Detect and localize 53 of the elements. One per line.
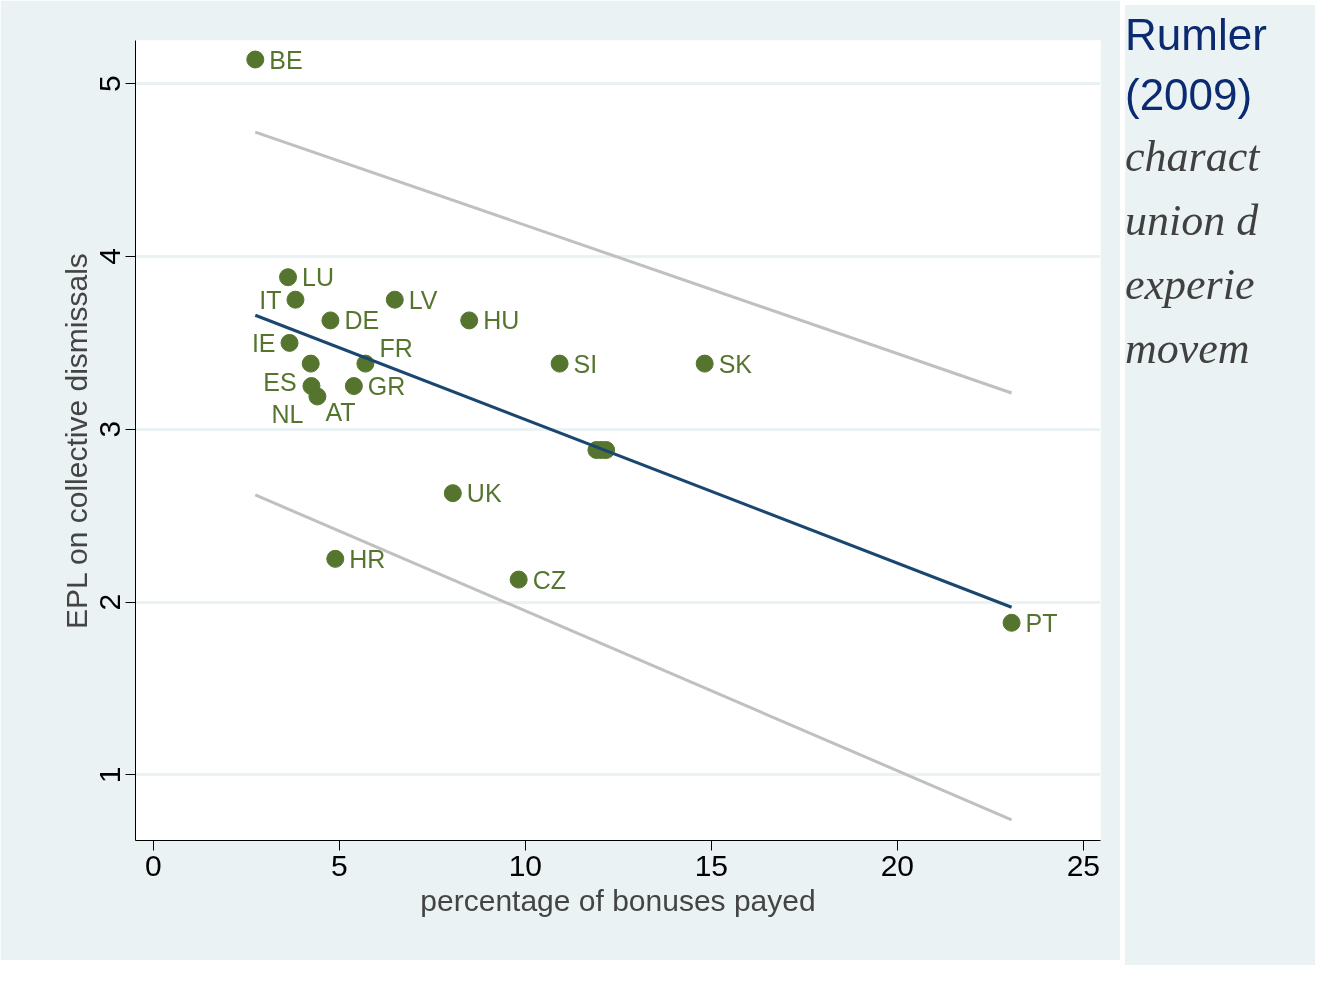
- data-label: LU: [302, 263, 334, 292]
- x-tick-label: 5: [331, 848, 348, 882]
- point: [1002, 613, 1021, 632]
- x-tick-label: 25: [1066, 848, 1101, 882]
- point: [286, 290, 305, 309]
- y-axis-title: EPL on collective dismissals: [59, 253, 93, 629]
- x-axis-title: percentage of bonuses payed: [420, 883, 816, 917]
- text: experie: [1125, 259, 1256, 311]
- text: Rumler: [1125, 9, 1267, 61]
- point: [695, 354, 714, 373]
- data-label: GR: [367, 372, 406, 401]
- x-tick-label: 0: [145, 848, 162, 882]
- data-label: UK: [466, 479, 502, 508]
- text: charact: [1125, 131, 1262, 183]
- data-label: IE: [251, 328, 276, 357]
- point: [321, 311, 340, 330]
- y-tick-label: 2: [93, 593, 127, 611]
- y-tick-label: 5: [93, 75, 127, 93]
- data-label: DE: [344, 306, 380, 335]
- x-tick-label: 10: [508, 848, 543, 882]
- data-label: LV: [408, 285, 438, 314]
- data-label: SI: [573, 349, 598, 378]
- data-label: AT: [325, 398, 356, 427]
- text: (2009): [1125, 69, 1254, 121]
- text: movem: [1125, 323, 1251, 375]
- point: [509, 570, 528, 589]
- point: [550, 354, 569, 373]
- data-label: FR: [379, 333, 413, 362]
- text: union d: [1125, 195, 1260, 247]
- point: [326, 549, 345, 568]
- data-label: HU: [483, 306, 520, 335]
- y-tick-label: 4: [93, 248, 127, 265]
- y-tick-label: 1: [93, 766, 127, 784]
- point: [280, 333, 299, 352]
- point: [460, 311, 479, 330]
- point: [385, 290, 404, 309]
- point: [443, 484, 462, 503]
- data-label: BE: [269, 45, 303, 74]
- data-label: NL: [271, 400, 304, 429]
- point: [246, 50, 265, 69]
- point: [301, 354, 320, 373]
- point: [308, 387, 327, 406]
- data-label: CZ: [532, 565, 566, 594]
- x-tick-label: 15: [694, 848, 729, 882]
- data-label: IT: [259, 285, 282, 314]
- data-label: ES: [263, 367, 297, 396]
- point: [344, 377, 363, 396]
- y-tick-label: 3: [93, 420, 127, 438]
- data-label: HR: [349, 544, 386, 573]
- data-label: SK: [718, 349, 753, 378]
- data-label: PT: [1025, 608, 1058, 637]
- x-tick-label: 20: [880, 848, 915, 882]
- point: [279, 268, 298, 287]
